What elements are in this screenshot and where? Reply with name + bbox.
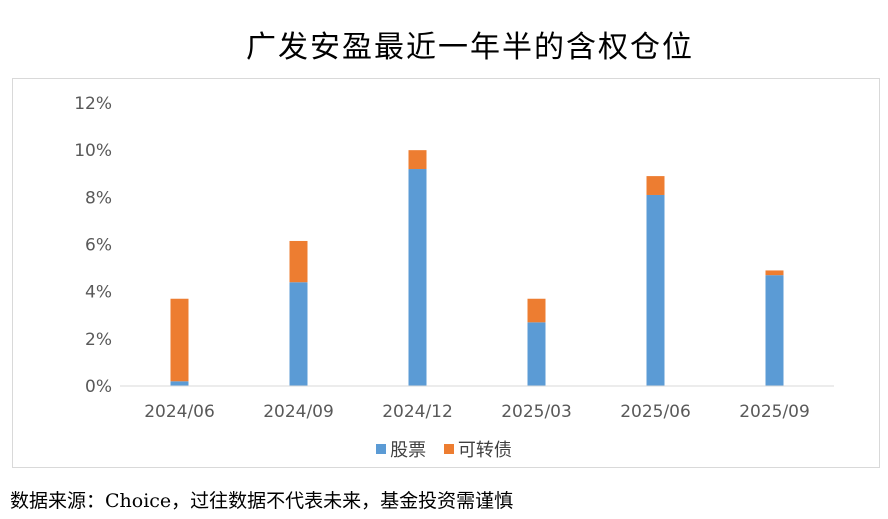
legend-item-convertible: 可转债 [443,436,512,462]
legend-label-stock: 股票 [390,440,427,461]
bar-stock-2025-03 [527,322,546,386]
x-tick-label: 2025/09 [739,402,810,422]
bar-stock-2024-12 [408,169,427,386]
y-axis-ticks: 0% 2% 4% 6% 8% 10% 12% [74,94,112,397]
legend: 股票 可转债 [0,436,888,462]
x-tick-label: 2025/03 [501,402,572,422]
y-tick-label: 6% [85,236,112,256]
legend-swatch-stock [376,444,387,454]
source-footnote: 数据来源：Choice，过往数据不代表未来，基金投资需谨慎 [10,490,514,512]
bar-convertible-2025-09 [765,270,784,276]
bar-stock-2025-06 [646,194,665,386]
x-tick-label: 2024/09 [263,402,334,422]
bar-convertible-2024-09 [289,240,308,283]
bar-stock-2024-06 [170,381,189,386]
y-tick-label: 0% [85,377,112,397]
y-tick-label: 8% [85,188,112,208]
bar-stock-2025-09 [765,275,784,386]
bar-convertible-2025-06 [646,176,665,195]
y-tick-label: 2% [85,330,112,350]
bars [170,150,784,386]
bar-stock-2024-09 [289,282,308,386]
bar-convertible-2024-12 [408,150,427,170]
x-tick-label: 2024/06 [144,402,215,422]
chart-title: 广发安盈最近一年半的含权仓位 [246,30,694,65]
legend-swatch-convertible [443,444,454,454]
y-tick-label: 12% [74,94,112,114]
x-tick-label: 2024/12 [382,402,453,422]
y-tick-label: 10% [74,141,112,161]
y-tick-label: 4% [85,283,112,303]
x-axis-ticks: 2024/06 2024/09 2024/12 2025/03 2025/06 2025/… [144,402,810,422]
bar-convertible-2024-06 [170,298,189,382]
chart-frame [12,78,880,468]
x-tick-label: 2025/06 [620,402,691,422]
legend-label-convertible: 可转债 [457,440,512,461]
legend-item-stock: 股票 [376,436,426,462]
bar-convertible-2025-03 [527,298,546,323]
